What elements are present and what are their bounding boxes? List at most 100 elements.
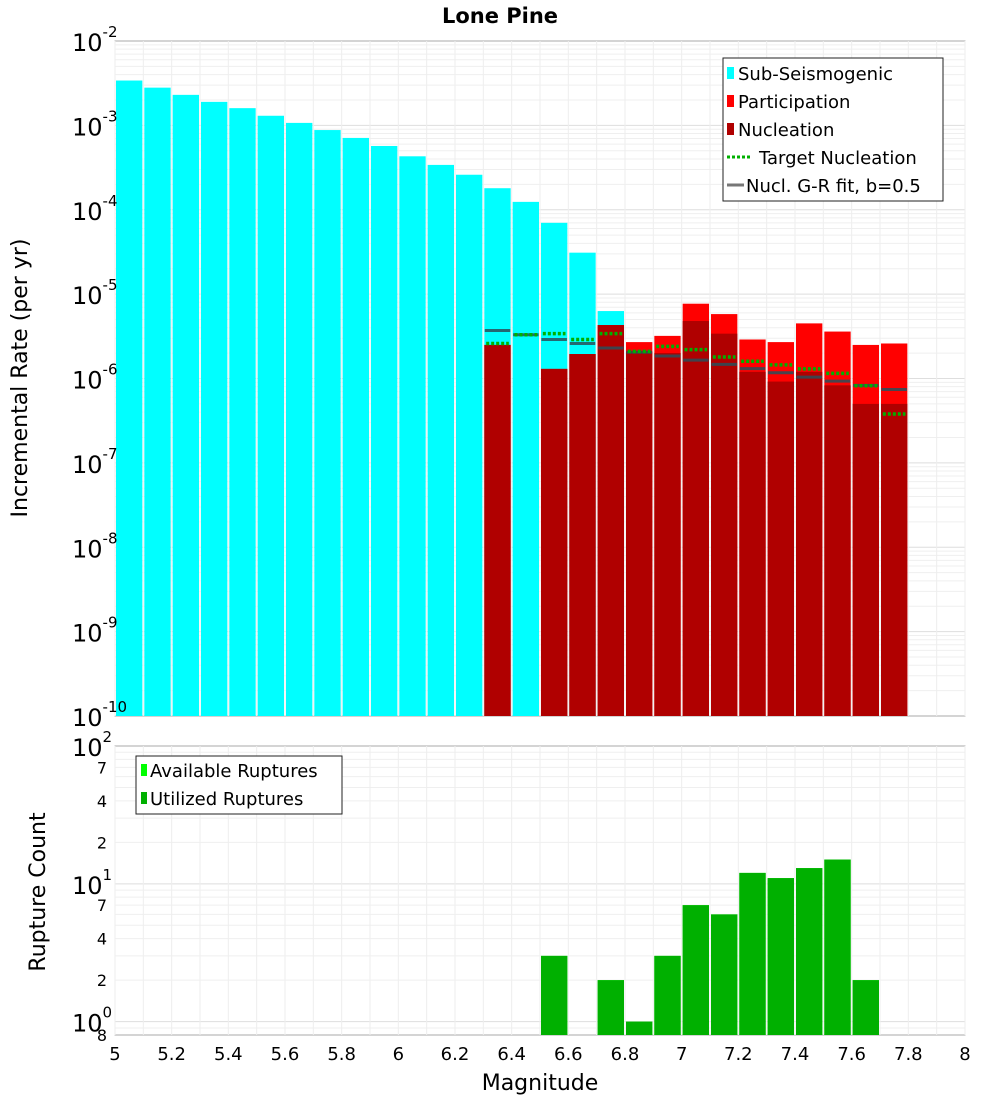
bar-nucleation: [654, 353, 681, 716]
bar-utilized-ruptures: [597, 980, 624, 1035]
legend-swatch-nucleation: [727, 123, 734, 135]
bar-nucleation: [767, 381, 794, 716]
bar-utilized-ruptures: [541, 955, 568, 1035]
bar-utilized-ruptures: [626, 1021, 653, 1035]
bar-utilized-ruptures: [711, 914, 738, 1035]
bottom-y-minor-tick-label: 7: [97, 758, 107, 777]
x-tick-label: 6.2: [441, 1044, 470, 1065]
x-tick-label: 6.6: [554, 1044, 583, 1065]
bar-sub-seismogenic: [314, 130, 341, 717]
legend-label-gr-fit: Nucl. G-R fit, b=0.5: [746, 176, 921, 197]
x-tick-label: 5.4: [214, 1044, 243, 1065]
bar-nucleation: [881, 403, 908, 716]
top-legend: Sub-Seismogenic Participation Nucleation…: [722, 57, 944, 202]
bar-utilized-ruptures: [852, 980, 879, 1035]
bar-sub-seismogenic: [456, 174, 483, 716]
top-y-tick-label: 10-6: [72, 361, 118, 395]
x-tick-label: 7.4: [781, 1044, 810, 1065]
bar-utilized-ruptures: [739, 872, 766, 1035]
bottom-y-axis-label: Rupture Count: [26, 812, 51, 972]
bar-sub-seismogenic: [172, 94, 199, 716]
top-legend-box: [722, 57, 944, 202]
top-y-axis-label: Incremental Rate (per yr): [8, 239, 33, 518]
bar-sub-seismogenic: [342, 137, 369, 717]
bar-nucleation: [711, 333, 738, 716]
top-y-tick-label: 10-9: [72, 614, 118, 648]
bar-nucleation: [597, 325, 624, 716]
legend-label-sub-seismogenic: Sub-Seismogenic: [738, 64, 893, 85]
bar-nucleation: [682, 321, 709, 716]
top-gridlines: [114, 41, 966, 716]
top-y-tick-labels: 10-2 10-3 10-4 10-5 10-6 10-7 10-8 10-9 10-10: [72, 23, 127, 732]
bar-utilized-ruptures: [654, 955, 681, 1035]
bar-nucleation: [739, 371, 766, 716]
legend-label-utilized-ruptures: Utilized Ruptures: [150, 789, 303, 810]
bar-nucleation: [852, 403, 879, 716]
bar-nucleation: [541, 368, 568, 716]
bottom-y-tick-labels: 102 101 100 7 4 2 7 4 2 8: [72, 728, 112, 1045]
bar-sub-seismogenic: [116, 80, 143, 716]
bar-sub-seismogenic: [286, 122, 313, 716]
bottom-legend-box: [135, 755, 343, 815]
bottom-bars: [541, 859, 879, 1035]
legend-swatch-sub-seismogenic: [727, 67, 734, 79]
bottom-y-minor-tick-label: 8: [97, 1026, 107, 1045]
top-bars: [116, 80, 908, 717]
legend-label-target-nucleation: Target Nucleation: [758, 148, 917, 169]
bottom-y-minor-tick-label: 2: [97, 833, 107, 852]
x-tick-label: 5.6: [271, 1044, 300, 1065]
x-tick-label: 5.8: [327, 1044, 356, 1065]
x-tick-label: 5: [109, 1044, 120, 1065]
legend-label-nucleation: Nucleation: [738, 120, 834, 141]
bottom-y-major-tick-label: 100: [72, 1004, 112, 1038]
bottom-y-minor-tick-label: 2: [97, 971, 107, 990]
top-y-tick-label: 10-3: [72, 107, 118, 141]
top-y-tick-label: 10-2: [72, 23, 118, 57]
bar-sub-seismogenic: [229, 108, 256, 717]
top-y-tick-label: 10-5: [72, 276, 118, 310]
x-tick-label: 7.8: [894, 1044, 923, 1065]
bar-nucleation: [484, 344, 511, 716]
chart-title: Lone Pine: [442, 4, 558, 28]
bar-nucleation: [824, 385, 851, 716]
x-tick-label: 5.2: [157, 1044, 186, 1065]
bar-sub-seismogenic: [512, 201, 539, 716]
bar-sub-seismogenic: [144, 87, 171, 716]
x-tick-labels: 5 5.2 5.4 5.6 5.8 6 6.2 6.4 6.6 6.8 7 7.2 7.4 7.6 7.8 8: [109, 1044, 970, 1065]
top-y-tick-label: 10-4: [72, 192, 118, 226]
legend-swatch-utilized-ruptures: [141, 792, 147, 804]
bottom-y-minor-tick-label: 4: [97, 792, 107, 811]
top-y-tick-label: 10-8: [72, 529, 118, 563]
top-fit-lines: [484, 329, 907, 416]
x-tick-label: 7.6: [837, 1044, 866, 1065]
bar-sub-seismogenic: [427, 164, 454, 716]
bar-sub-seismogenic: [371, 145, 398, 717]
bottom-y-major-tick-label: 101: [72, 866, 112, 900]
x-tick-label: 7.2: [724, 1044, 753, 1065]
bar-sub-seismogenic: [257, 115, 284, 716]
x-axis-label: Magnitude: [482, 1071, 599, 1096]
x-tick-label: 6.4: [497, 1044, 526, 1065]
bar-nucleation: [569, 354, 596, 716]
legend-label-participation: Participation: [738, 92, 850, 113]
legend-label-available-ruptures: Available Ruptures: [150, 761, 318, 782]
bottom-legend: Available Ruptures Utilized Ruptures: [135, 755, 343, 815]
legend-swatch-available-ruptures: [141, 764, 147, 776]
bar-utilized-ruptures: [796, 868, 823, 1035]
bar-sub-seismogenic: [201, 101, 228, 716]
bar-utilized-ruptures: [824, 859, 851, 1035]
bottom-y-minor-tick-label: 7: [97, 896, 107, 915]
bar-nucleation: [626, 351, 653, 716]
x-tick-label: 6: [393, 1044, 404, 1065]
top-y-tick-label: 10-7: [72, 445, 118, 479]
bottom-gridlines: [114, 746, 966, 1035]
x-tick-label: 6.8: [611, 1044, 640, 1065]
bar-sub-seismogenic: [399, 156, 426, 717]
x-tick-label: 7: [676, 1044, 687, 1065]
bottom-y-major-tick-label: 102: [72, 728, 112, 762]
top-y-tick-label: 10-10: [72, 698, 127, 732]
legend-swatch-participation: [727, 95, 734, 107]
bar-nucleation: [796, 371, 823, 716]
bar-utilized-ruptures: [767, 878, 794, 1035]
